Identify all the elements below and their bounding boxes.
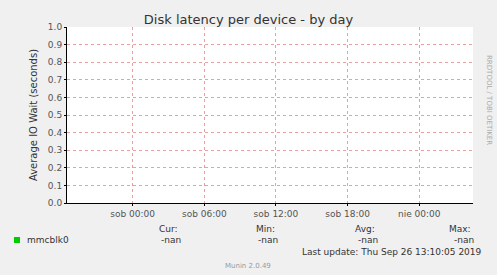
svg-text:0.5: 0.5 xyxy=(48,110,62,120)
svg-text:Munin 2.0.49: Munin 2.0.49 xyxy=(225,262,271,270)
svg-text:Cur:: Cur: xyxy=(159,224,178,234)
svg-text:Avg:: Avg: xyxy=(355,224,375,234)
svg-text:Last update: Thu Sep 26 13:10:: Last update: Thu Sep 26 13:10:05 2019 xyxy=(302,247,482,257)
svg-text:0.1: 0.1 xyxy=(48,181,62,191)
svg-text:0.6: 0.6 xyxy=(48,93,63,103)
svg-text:Min:: Min: xyxy=(256,224,275,234)
svg-text:sob 12:00: sob 12:00 xyxy=(254,209,299,219)
svg-text:1.0: 1.0 xyxy=(48,22,63,32)
svg-text:0.7: 0.7 xyxy=(48,75,62,85)
svg-text:-nan: -nan xyxy=(161,235,181,245)
svg-text:sob 18:00: sob 18:00 xyxy=(325,209,370,219)
svg-text:-nan: -nan xyxy=(454,235,474,245)
svg-text:nie 00:00: nie 00:00 xyxy=(398,209,441,219)
svg-text:0.9: 0.9 xyxy=(48,40,63,50)
svg-text:Average IO Wait (seconds): Average IO Wait (seconds) xyxy=(28,49,39,181)
svg-text:mmcblk0: mmcblk0 xyxy=(27,235,69,245)
svg-text:0.2: 0.2 xyxy=(48,163,62,173)
svg-text:0.0: 0.0 xyxy=(48,198,63,208)
svg-text:0.4: 0.4 xyxy=(48,128,63,138)
svg-text:0.3: 0.3 xyxy=(48,145,62,155)
svg-text:RRDTOOL / TOBI OETIKER: RRDTOOL / TOBI OETIKER xyxy=(485,55,493,145)
svg-text:Max:: Max: xyxy=(449,224,471,234)
svg-text:Disk latency per device - by d: Disk latency per device - by day xyxy=(144,12,354,27)
svg-text:sob 00:00: sob 00:00 xyxy=(110,209,155,219)
svg-text:0.8: 0.8 xyxy=(48,57,63,67)
svg-text:-nan: -nan xyxy=(258,235,278,245)
svg-text:sob 06:00: sob 06:00 xyxy=(182,209,227,219)
svg-text:-nan: -nan xyxy=(358,235,378,245)
